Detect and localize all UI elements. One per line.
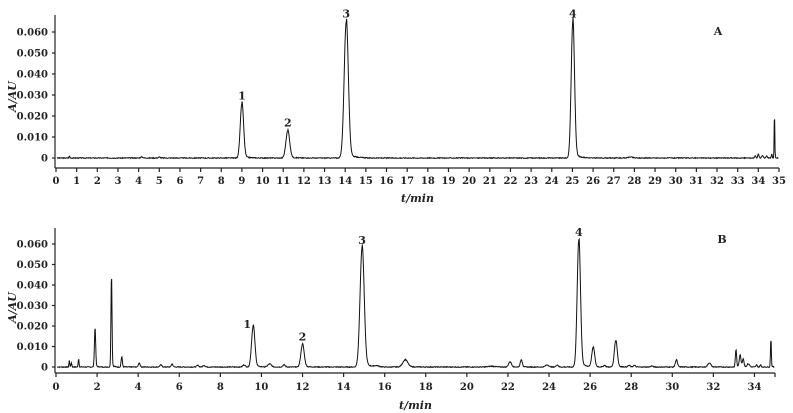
x-tick-label: 8 [218,176,225,187]
x-axis-label: t/min [399,399,432,412]
y-axis-label: A/AU [6,291,19,324]
x-tick-label: 10 [254,382,268,393]
x-tick-label: 16 [378,382,392,393]
x-tick-label: 28 [624,382,638,393]
x-tick-label: 23 [524,176,538,187]
y-tick-label: 0.030 [17,301,48,312]
x-tick-label: 1 [73,176,80,187]
x-tick-label: 16 [380,176,394,187]
peak-label-3: 3 [358,234,366,247]
y-tick-label: 0.030 [17,91,48,102]
x-tick-label: 26 [583,382,597,393]
x-tick-label: 2 [94,382,101,393]
x-tick-label: 0 [53,382,60,393]
panel-label: B [717,233,726,246]
y-tick-label: 0.020 [17,112,48,123]
peak-label-1: 1 [243,318,251,331]
x-tick-label: 6 [176,382,183,393]
x-tick-label: 2 [94,176,101,187]
y-tick-label: 0.060 [17,28,48,39]
x-tick-label: 31 [689,176,703,187]
x-axis-label: t/min [401,192,434,205]
x-tick-label: 22 [503,176,517,187]
y-tick-label: 0.060 [17,240,48,251]
x-tick-label: 34 [751,176,765,187]
x-tick-label: 30 [665,382,679,393]
peak-label-2: 2 [284,117,292,130]
x-tick-label: 29 [648,176,662,187]
x-tick-label: 9 [238,176,245,187]
x-tick-label: 24 [545,176,559,187]
x-tick-label: 27 [607,176,621,187]
x-tick-label: 14 [337,382,351,393]
y-tick-label: 0.050 [17,260,48,271]
x-tick-label: 32 [710,176,724,187]
peak-label-1: 1 [238,89,246,102]
x-tick-label: 11 [276,176,290,187]
chromatogram-trace [56,17,779,160]
x-tick-label: 0 [53,176,60,187]
peak-label-4: 4 [569,8,577,21]
peak-label-3: 3 [342,8,350,21]
y-tick-label: 0.040 [17,281,48,292]
x-tick-label: 28 [627,176,641,187]
chromatogram-trace [56,237,775,369]
x-tick-label: 21 [483,176,497,187]
x-tick-label: 30 [669,176,683,187]
x-tick-label: 24 [542,382,556,393]
x-tick-label: 14 [338,176,352,187]
x-tick-label: 18 [421,176,435,187]
y-axis-label: A/AU [6,80,19,113]
x-tick-label: 12 [297,176,311,187]
y-tick-label: 0.020 [17,322,48,333]
y-tick-label: 0.040 [17,70,48,81]
x-tick-label: 5 [156,176,163,187]
x-tick-label: 35 [772,176,786,187]
x-tick-label: 32 [706,382,720,393]
x-tick-label: 20 [462,176,476,187]
peak-label-2: 2 [299,330,307,343]
x-tick-label: 4 [135,176,142,187]
y-tick-label: 0.050 [17,49,48,60]
x-tick-label: 22 [501,382,515,393]
y-tick-label: 0 [41,154,48,165]
y-tick-label: 0 [41,363,48,374]
x-tick-label: 10 [256,176,270,187]
x-tick-label: 12 [296,382,310,393]
x-tick-label: 7 [197,176,204,187]
x-tick-label: 33 [731,176,745,187]
peak-label-4: 4 [575,226,583,239]
x-tick-label: 18 [419,382,433,393]
x-tick-label: 20 [460,382,474,393]
x-tick-label: 19 [442,176,456,187]
y-tick-label: 0.010 [17,342,48,353]
x-tick-label: 8 [217,382,224,393]
x-tick-label: 6 [176,176,183,187]
x-tick-label: 13 [318,176,332,187]
x-tick-label: 15 [359,176,373,187]
x-tick-label: 26 [586,176,600,187]
x-tick-label: 17 [400,176,414,187]
x-tick-label: 25 [565,176,579,187]
x-tick-label: 3 [114,176,121,187]
x-tick-label: 34 [747,382,761,393]
panel-label: A [713,25,723,38]
x-tick-label: 4 [135,382,142,393]
y-tick-label: 0.010 [17,133,48,144]
